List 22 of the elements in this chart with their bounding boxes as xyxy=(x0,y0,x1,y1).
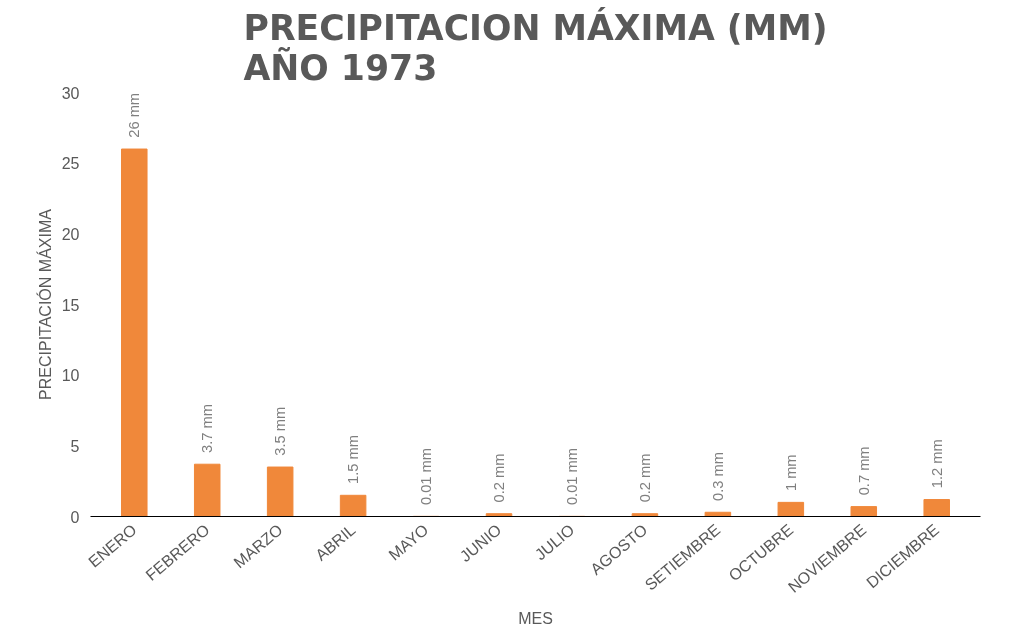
y-tick-label: 30 xyxy=(61,84,80,102)
data-label: 26 mm xyxy=(126,92,143,138)
data-label: 1 mm xyxy=(782,454,799,492)
data-label: 0.2 mm xyxy=(636,453,653,503)
data-label: 0.01 mm xyxy=(563,448,580,506)
y-tick-label: 5 xyxy=(70,437,80,455)
y-tick-label: 10 xyxy=(61,367,80,385)
data-label: 0.01 mm xyxy=(418,448,435,506)
x-axis-title: MES xyxy=(518,610,553,628)
y-tick-label: 0 xyxy=(70,508,80,526)
y-tick-label: 15 xyxy=(61,296,80,314)
data-label: 1.2 mm xyxy=(928,439,945,489)
data-label: 0.7 mm xyxy=(855,446,872,496)
y-tick-label: 25 xyxy=(61,155,80,173)
data-label: 0.2 mm xyxy=(491,453,508,503)
y-tick-label: 20 xyxy=(61,225,80,243)
data-label: 0.3 mm xyxy=(709,452,726,501)
y-axis-title: PRECIPITACIÓN MÁXIMA xyxy=(35,208,54,400)
data-label: 3.7 mm xyxy=(199,404,216,453)
data-label: 3.5 mm xyxy=(272,406,289,456)
chart-title: PRECIPITACION MÁXIMA (MM) AÑO 1973 xyxy=(243,6,828,88)
data-label: 1.5 mm xyxy=(345,435,362,484)
